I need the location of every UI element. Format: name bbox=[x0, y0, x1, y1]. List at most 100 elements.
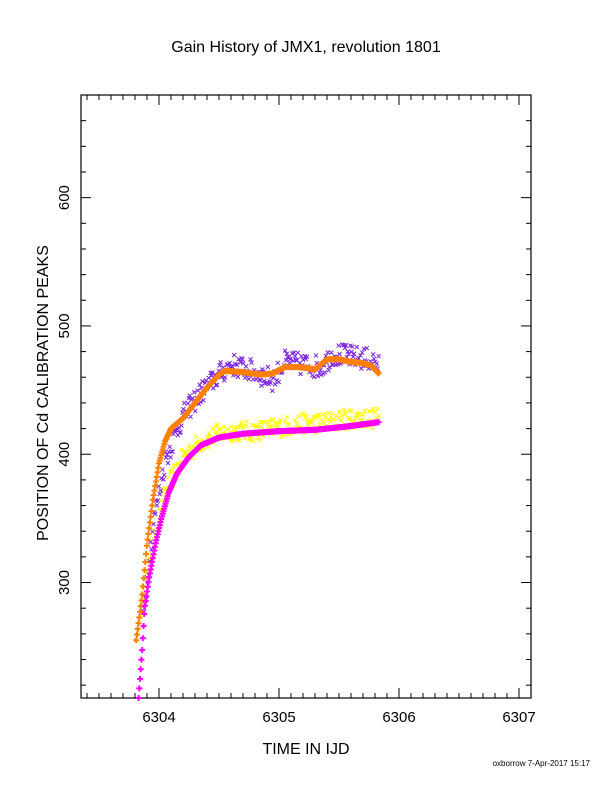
data-point-x bbox=[249, 360, 254, 366]
data-point-stroke bbox=[282, 419, 288, 425]
data-point-stroke bbox=[156, 483, 162, 489]
data-point-stroke bbox=[242, 435, 248, 441]
data-point-x bbox=[360, 412, 366, 417]
data-point-x bbox=[181, 406, 186, 412]
data-point-stroke bbox=[195, 388, 201, 393]
data-point-stroke bbox=[170, 449, 175, 455]
data-point-stroke bbox=[360, 412, 366, 417]
data-point-x bbox=[370, 406, 376, 412]
data-point-stroke bbox=[341, 407, 347, 413]
data-point-stroke bbox=[248, 357, 253, 362]
data-point-stroke bbox=[145, 569, 150, 575]
data-point-x bbox=[359, 350, 365, 356]
data-point-plus bbox=[145, 530, 152, 537]
data-point-stroke bbox=[246, 376, 252, 382]
data-point-x bbox=[214, 382, 220, 388]
data-point-plus bbox=[140, 623, 147, 630]
data-point-stroke bbox=[151, 509, 157, 515]
data-point-x bbox=[222, 374, 228, 380]
data-point-stroke bbox=[222, 374, 228, 380]
data-point-x bbox=[236, 356, 242, 362]
data-point-x bbox=[256, 435, 261, 440]
data-point-x bbox=[248, 357, 253, 362]
data-point-x bbox=[192, 408, 198, 414]
data-point-x bbox=[347, 416, 353, 421]
data-point-x bbox=[256, 437, 262, 443]
data-point-stroke bbox=[257, 377, 262, 383]
data-point-stroke bbox=[270, 375, 276, 381]
data-point-stroke bbox=[370, 352, 376, 357]
y-axis-label: POSITION OF Cd CALIBRATION PEAKS bbox=[35, 245, 52, 541]
data-point-stroke bbox=[188, 414, 193, 420]
data-point-stroke bbox=[215, 431, 221, 437]
data-point-x bbox=[261, 419, 267, 425]
data-point-stroke bbox=[292, 417, 298, 423]
data-point-x bbox=[356, 411, 362, 417]
data-point-x bbox=[156, 483, 162, 489]
data-point-stroke bbox=[167, 444, 173, 450]
data-point-x bbox=[244, 418, 249, 424]
data-point-x bbox=[291, 350, 297, 355]
data-point-plus bbox=[138, 656, 145, 663]
data-point-stroke bbox=[231, 352, 237, 358]
data-point-x bbox=[292, 417, 298, 423]
data-point-stroke bbox=[220, 364, 226, 370]
data-point-plus bbox=[144, 536, 151, 543]
data-point-stroke bbox=[294, 357, 300, 363]
data-point-stroke bbox=[293, 357, 299, 363]
data-point-stroke bbox=[321, 411, 326, 417]
data-point-plus bbox=[141, 610, 148, 617]
data-point-stroke bbox=[267, 418, 272, 424]
data-point-x bbox=[227, 360, 233, 366]
data-point-x bbox=[321, 411, 326, 417]
data-point-x bbox=[257, 419, 263, 425]
data-point-x bbox=[170, 449, 175, 455]
data-point-stroke bbox=[327, 418, 333, 424]
data-point-stroke bbox=[359, 350, 365, 356]
data-point-stroke bbox=[272, 382, 278, 387]
x-tick-label: 6305 bbox=[262, 709, 295, 726]
data-point-x bbox=[301, 412, 306, 418]
data-point-stroke bbox=[151, 521, 156, 527]
data-point-x bbox=[234, 362, 240, 367]
data-point-stroke bbox=[284, 414, 290, 420]
data-point-stroke bbox=[315, 373, 321, 379]
data-point-x bbox=[329, 410, 335, 416]
data-point-x bbox=[374, 360, 380, 366]
data-point-stroke bbox=[240, 360, 246, 366]
data-point-stroke bbox=[276, 379, 282, 385]
data-point-x bbox=[268, 380, 273, 386]
data-point-x bbox=[195, 388, 201, 393]
data-point-stroke bbox=[307, 419, 313, 424]
data-point-stroke bbox=[228, 424, 234, 429]
data-point-x bbox=[275, 360, 281, 366]
data-point-stroke bbox=[236, 438, 242, 443]
data-point-x bbox=[246, 376, 252, 382]
data-point-x bbox=[272, 382, 278, 387]
data-point-x bbox=[240, 357, 245, 362]
data-point-plus bbox=[140, 575, 147, 582]
data-point-stroke bbox=[277, 420, 282, 426]
data-point-stroke bbox=[256, 437, 262, 443]
data-point-stroke bbox=[261, 378, 267, 384]
axis-ticks bbox=[81, 94, 532, 698]
data-point-x bbox=[243, 423, 248, 429]
data-point-stroke bbox=[160, 467, 165, 472]
data-point-x bbox=[167, 444, 173, 450]
data-point-stroke bbox=[164, 452, 170, 458]
data-point-x bbox=[369, 425, 375, 431]
data-point-stroke bbox=[323, 353, 329, 359]
data-point-x bbox=[200, 397, 206, 403]
data-point-stroke bbox=[298, 371, 303, 377]
chart-title: Gain History of JMX1, revolution 1801 bbox=[171, 39, 441, 56]
data-point-x bbox=[337, 351, 342, 357]
data-point-stroke bbox=[356, 411, 362, 417]
data-point-stroke bbox=[193, 434, 199, 439]
data-point-stroke bbox=[279, 434, 284, 440]
data-point-stroke bbox=[222, 429, 227, 435]
data-point-x bbox=[213, 382, 219, 388]
data-point-stroke bbox=[294, 421, 300, 427]
data-point-x bbox=[258, 424, 264, 430]
data-point-x bbox=[165, 460, 171, 466]
